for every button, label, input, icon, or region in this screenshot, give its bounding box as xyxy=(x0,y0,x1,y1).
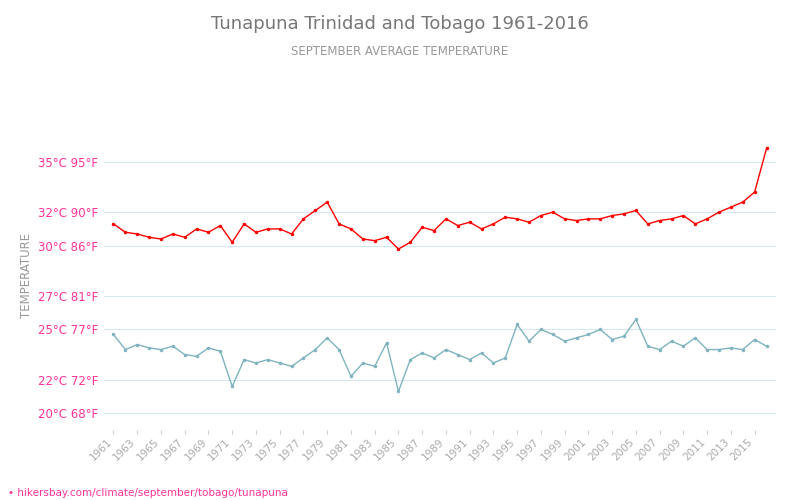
DAY xyxy=(548,209,558,215)
NIGHT xyxy=(619,333,629,339)
NIGHT xyxy=(121,346,130,352)
Text: Tunapuna Trinidad and Tobago 1961-2016: Tunapuna Trinidad and Tobago 1961-2016 xyxy=(211,15,589,33)
DAY xyxy=(524,219,534,225)
NIGHT xyxy=(548,332,558,338)
DAY xyxy=(394,246,403,252)
Y-axis label: TEMPERATURE: TEMPERATURE xyxy=(19,232,33,318)
NIGHT xyxy=(489,360,498,366)
NIGHT xyxy=(394,388,403,394)
DAY xyxy=(489,221,498,227)
NIGHT xyxy=(524,338,534,344)
NIGHT xyxy=(346,374,356,380)
DAY xyxy=(346,226,356,232)
Line: NIGHT: NIGHT xyxy=(112,318,768,393)
Text: SEPTEMBER AVERAGE TEMPERATURE: SEPTEMBER AVERAGE TEMPERATURE xyxy=(291,45,509,58)
DAY xyxy=(121,230,130,235)
NIGHT xyxy=(631,316,641,322)
DAY xyxy=(109,221,118,227)
NIGHT xyxy=(762,343,771,349)
Text: • hikersbay.com/climate/september/tobago/tunapuna: • hikersbay.com/climate/september/tobago… xyxy=(8,488,288,498)
Line: DAY: DAY xyxy=(112,147,768,251)
DAY xyxy=(619,211,629,217)
NIGHT xyxy=(109,332,118,338)
DAY xyxy=(762,146,771,152)
